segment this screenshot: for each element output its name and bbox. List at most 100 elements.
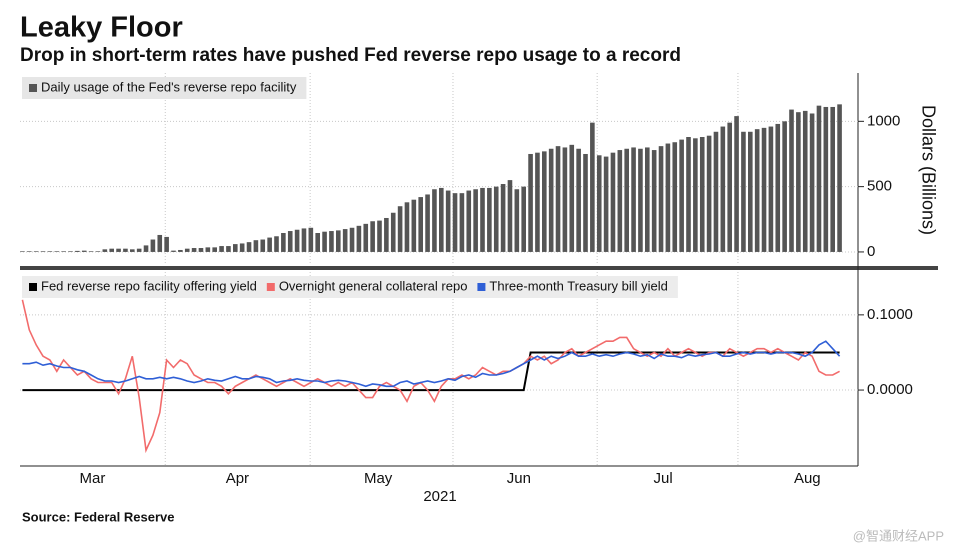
bar bbox=[796, 112, 801, 252]
legend-label: Overnight general collateral repo bbox=[279, 278, 468, 293]
bar bbox=[404, 202, 410, 252]
line-series bbox=[21, 299, 840, 454]
bar bbox=[713, 131, 719, 252]
bar bbox=[136, 248, 142, 252]
bar bbox=[384, 217, 389, 252]
bar bbox=[191, 248, 197, 252]
bar bbox=[81, 250, 87, 252]
legend-label: Daily usage of the Fed's reverse repo fa… bbox=[41, 79, 297, 94]
legend-label: Three-month Treasury bill yield bbox=[489, 278, 667, 293]
bar bbox=[61, 251, 66, 252]
bar bbox=[157, 234, 163, 252]
bar bbox=[33, 251, 39, 252]
bar bbox=[459, 193, 465, 252]
bar bbox=[548, 148, 554, 252]
chart-subtitle: Drop in short-term rates have pushed Fed… bbox=[20, 45, 681, 66]
bar bbox=[699, 137, 705, 252]
bar bbox=[102, 249, 108, 252]
bar bbox=[768, 126, 774, 252]
bar bbox=[336, 230, 341, 252]
bar bbox=[645, 147, 650, 252]
bar bbox=[493, 186, 499, 252]
legend-box bbox=[22, 77, 307, 99]
bar bbox=[809, 113, 815, 252]
bar bbox=[466, 190, 472, 252]
chart-title: Leaky Floor bbox=[20, 12, 183, 44]
line-series bbox=[22, 351, 840, 392]
y-tick-label: 0.0000 bbox=[867, 381, 913, 398]
bar bbox=[542, 151, 547, 252]
bar bbox=[40, 251, 46, 252]
bar bbox=[301, 228, 307, 252]
bar bbox=[672, 142, 678, 252]
bar bbox=[610, 152, 616, 252]
x-tick-label: Aug bbox=[794, 470, 821, 487]
bar bbox=[75, 250, 80, 252]
bar bbox=[555, 146, 561, 252]
bar bbox=[308, 227, 314, 252]
bar bbox=[54, 251, 60, 252]
bar bbox=[150, 239, 156, 252]
bar bbox=[370, 221, 375, 252]
bar bbox=[432, 189, 437, 252]
bar bbox=[665, 143, 671, 252]
bar bbox=[239, 243, 245, 252]
bar bbox=[349, 227, 355, 252]
bar bbox=[576, 148, 581, 252]
bar bbox=[452, 193, 458, 252]
legend-swatch bbox=[29, 84, 37, 92]
bar bbox=[603, 156, 609, 252]
bar bbox=[267, 237, 272, 252]
bar bbox=[569, 144, 575, 252]
bar bbox=[754, 129, 760, 252]
bar bbox=[260, 239, 266, 252]
bar bbox=[823, 106, 829, 252]
bar bbox=[178, 249, 183, 252]
x-tick-label: Jun bbox=[507, 470, 531, 487]
bar bbox=[205, 247, 211, 252]
bar bbox=[617, 150, 623, 252]
bar bbox=[88, 251, 94, 252]
bar bbox=[590, 122, 595, 252]
y-tick-label: 1000 bbox=[867, 112, 900, 129]
bar bbox=[164, 236, 169, 252]
bar bbox=[686, 137, 691, 252]
bar bbox=[651, 150, 657, 252]
y-tick-label: 0.1000 bbox=[867, 306, 913, 323]
bar bbox=[116, 248, 121, 252]
bar bbox=[397, 206, 403, 252]
bar bbox=[802, 110, 808, 252]
bar bbox=[233, 244, 238, 252]
bar bbox=[473, 189, 478, 252]
legend-swatch bbox=[29, 283, 37, 291]
bar bbox=[596, 155, 602, 252]
bar bbox=[143, 245, 149, 252]
bar bbox=[693, 138, 698, 252]
legend-label: Fed reverse repo facility offering yield bbox=[41, 278, 257, 293]
bar bbox=[109, 248, 114, 252]
bar bbox=[198, 248, 204, 252]
source: Source: Federal Reserve bbox=[22, 509, 174, 524]
legend-swatch bbox=[266, 283, 275, 291]
bar bbox=[816, 105, 822, 252]
bar bbox=[184, 248, 190, 252]
bar bbox=[363, 223, 369, 252]
bar bbox=[775, 123, 781, 252]
x-tick-label: Apr bbox=[226, 470, 249, 487]
legend-box bbox=[22, 276, 678, 298]
bar bbox=[741, 131, 746, 252]
bar bbox=[377, 220, 382, 252]
bar bbox=[727, 122, 732, 252]
bar bbox=[322, 231, 327, 252]
bar bbox=[837, 104, 842, 252]
bar bbox=[123, 248, 128, 252]
bar bbox=[631, 147, 636, 252]
x-axis-label: 2021 bbox=[423, 488, 456, 505]
y-axis-label: Dollars (Billions) bbox=[918, 105, 938, 235]
bar bbox=[487, 187, 492, 252]
bar bbox=[535, 152, 540, 252]
bar bbox=[480, 187, 485, 252]
bar bbox=[425, 194, 430, 252]
bar bbox=[171, 250, 176, 252]
